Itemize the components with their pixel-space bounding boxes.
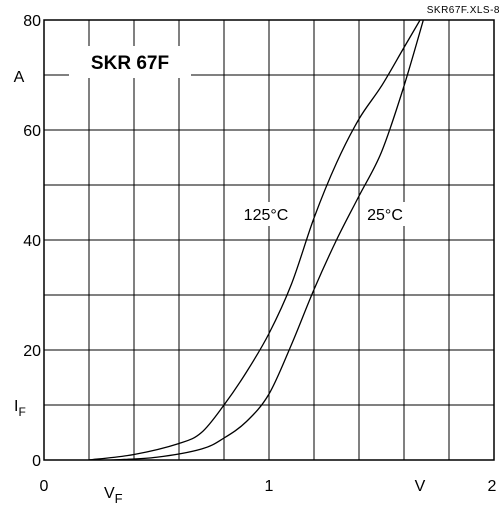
x-axis-label-main: V: [104, 485, 115, 502]
grid: [44, 20, 494, 460]
title-box: [69, 46, 191, 78]
plot-frame: [43, 19, 495, 461]
x-axis-label: VF: [104, 485, 123, 506]
x-tick-label: 2: [488, 478, 497, 495]
x-tick-label: 1: [265, 478, 274, 495]
y-axis-label: IF: [14, 398, 26, 419]
y-unit-label: A: [14, 69, 25, 86]
x-tick-label: 0: [40, 478, 49, 495]
y-tick-labels: 0 20 40 60 80: [23, 13, 41, 470]
y-tick-label: 0: [32, 453, 41, 470]
y-tick-label: 60: [23, 123, 41, 140]
file-label: SKR67F.XLS-8: [427, 5, 500, 16]
y-axis-label-sub: F: [18, 405, 25, 419]
series: [88, 20, 425, 460]
series-line-125c: [88, 20, 421, 460]
label-bg-25: [360, 202, 410, 226]
x-axis-label-sub: F: [115, 491, 123, 506]
y-tick-label: 20: [23, 343, 41, 360]
x-tick-labels: 0 1 2: [40, 478, 497, 495]
series-label-25c: 25°C: [367, 207, 403, 224]
y-axis-label-main: I: [14, 398, 18, 415]
series-line-25c: [111, 20, 425, 460]
series-label-125c: 125°C: [244, 207, 289, 224]
y-tick-label: 80: [23, 13, 41, 30]
label-bg-125: [236, 202, 296, 226]
x-unit-label: V: [415, 478, 426, 495]
chart-title: SKR 67F: [91, 53, 169, 74]
y-tick-label: 40: [23, 233, 41, 250]
